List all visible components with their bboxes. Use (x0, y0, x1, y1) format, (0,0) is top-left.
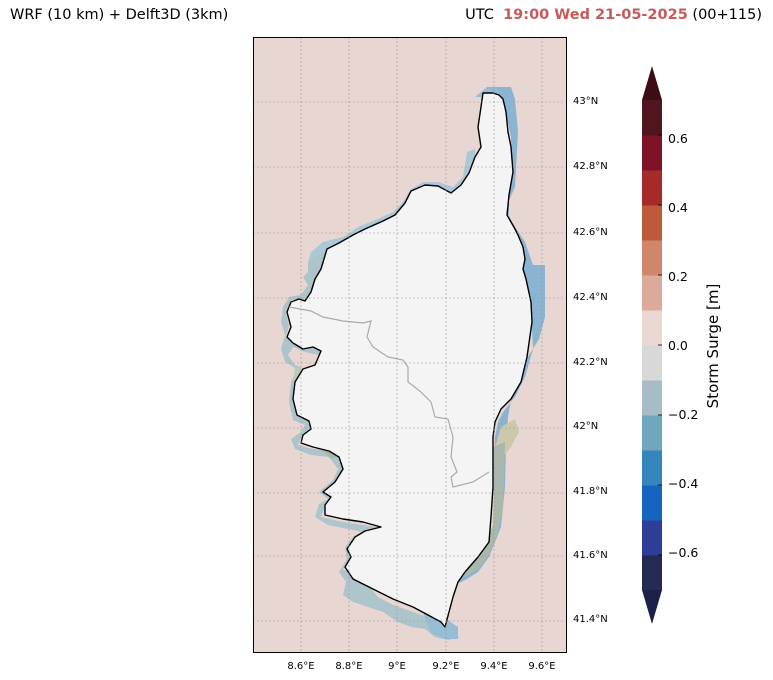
colorbar-segment (642, 415, 662, 451)
storm-surge-map (253, 37, 567, 653)
lat-label-41-8: 41.8°N (573, 486, 608, 497)
colorbar-extend-over (642, 66, 662, 100)
colorbar-segment (642, 520, 662, 556)
lat-label-42: 42°N (573, 421, 599, 432)
colorbar-segment (642, 135, 662, 171)
colorbar-tick-neg-0-6: −0.6 (668, 545, 699, 560)
colorbar-tick-0-0: 0.0 (668, 338, 688, 353)
colorbar-segment (642, 205, 662, 241)
colorbar-segment (642, 275, 662, 311)
colorbar-segment (642, 555, 662, 591)
colorbar-tick-0-2: 0.2 (668, 269, 688, 284)
lat-label-41-6: 41.6°N (573, 550, 608, 561)
department-border (288, 306, 490, 488)
lon-label-9-2: 9.2°E (432, 661, 460, 672)
lon-label-9-4: 9.4°E (480, 661, 508, 672)
lat-label-43: 43°N (573, 96, 599, 107)
colorbar-tick-0-6: 0.6 (668, 131, 688, 146)
lat-label-42-2: 42.2°N (573, 357, 608, 368)
map-title-right: UTC 19:00 Wed 21-05-2025 (00+115) (465, 7, 762, 23)
lat-label-41-4: 41.4°N (573, 614, 608, 625)
colorbar-segment (642, 310, 662, 346)
lon-label-9-6: 9.6°E (528, 661, 556, 672)
colorbar-segment (642, 100, 662, 136)
lat-label-42-4: 42.4°N (573, 292, 608, 303)
colorbar-tick-neg-0-4: −0.4 (668, 476, 699, 491)
lat-label-42-6: 42.6°N (573, 227, 608, 238)
colorbar-extend-under (642, 590, 662, 624)
forecast-step: (00+115) (692, 7, 762, 23)
colorbar-tick-neg-0-2: −0.2 (668, 407, 699, 422)
surge-band-east (459, 87, 545, 583)
colorbar-segment (642, 240, 662, 276)
colorbar-segment (642, 485, 662, 521)
colorbar-tick-0-4: 0.4 (668, 200, 688, 215)
lon-label-9: 9°E (388, 661, 406, 672)
colorbar-segment (642, 170, 662, 206)
lon-label-8-8: 8.8°E (335, 661, 363, 672)
map-title-left: WRF (10 km) + Delft3D (3km) (10, 7, 229, 23)
colorbar-segment (642, 380, 662, 416)
colorbar-segment (642, 450, 662, 486)
map-frame (253, 37, 567, 653)
utc-label: UTC (465, 7, 494, 23)
lon-label-8-6: 8.6°E (287, 661, 315, 672)
colorbar-segment (642, 345, 662, 381)
forecast-time: 19:00 Wed 21-05-2025 (503, 7, 688, 23)
lat-label-42-8: 42.8°N (573, 161, 608, 172)
storm-surge-colorbar (640, 66, 664, 624)
colorbar-label: Storm Surge [m] (704, 283, 722, 409)
map-gridlines (253, 37, 567, 653)
